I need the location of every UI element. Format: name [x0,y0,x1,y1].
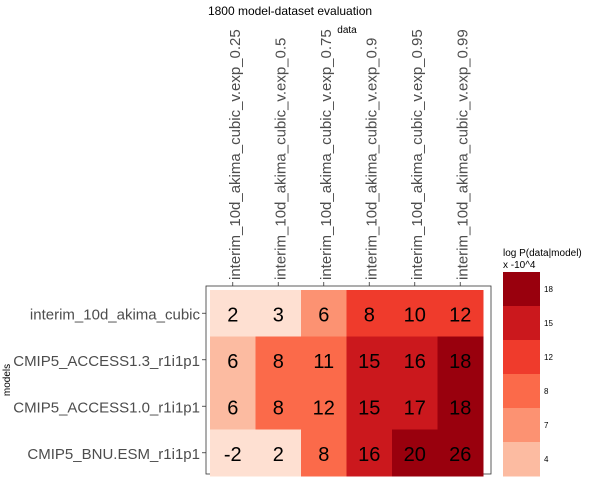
cell-value-label: 11 [313,351,334,373]
cell-value-label: 8 [364,304,375,326]
x-tick-label: interim_10d_akima_cubic_v.exp_0.75 [318,29,335,280]
heatmap-cell [255,336,302,384]
cell-value-label: -2 [224,444,242,466]
legend: log P(data|model) x -10^4 18 15 12 8 7 4 [503,248,582,477]
legend-bin-label: 4 [544,455,549,464]
x-tick-label: interim_10d_akima_cubic_v.exp_0.99 [454,29,471,280]
heatmap-cell [301,336,347,384]
legend-title-line-1: log P(data|model) [503,248,582,259]
heatmap-cell [255,290,302,337]
cell-value-label: 18 [449,351,471,373]
cell-value-label: 2 [227,304,238,326]
cell-value-label: 6 [318,304,329,326]
y-axis-title: models [2,364,13,396]
legend-bin-label: 15 [544,319,553,328]
cell-value-label: 12 [313,397,335,419]
legend-bin-label: 8 [544,387,549,396]
cell-value-label: 12 [449,304,471,326]
heatmap-cell [437,290,484,337]
cell-value-label: 3 [273,304,284,326]
heatmap-cell [437,383,484,430]
heatmap-cell [255,383,302,430]
heatmap-cell [301,383,347,430]
cell-value-label: 15 [358,351,380,373]
plot-area: 2 3 6 8 10 12 6 8 11 15 16 18 6 8 12 15 17 18 -2 2 8 16 20 26 in… [13,29,492,477]
legend-bin-label: 12 [544,353,553,362]
legend-bin-label: 18 [544,285,553,294]
x-tick-label: interim_10d_akima_cubic_v.exp_0.25 [227,29,244,280]
y-tick-label: interim_10d_akima_cubic [30,306,201,323]
cell-value-label: 15 [358,397,380,419]
cell-value-label: 18 [449,397,471,419]
heatmap-cell [392,383,438,430]
legend-title-line-2: x -10^4 [503,260,536,271]
heatmap-cell [210,429,256,477]
x-tick-label: interim_10d_akima_cubic_v.exp_0.5 [272,38,289,280]
cell-value-label: 6 [227,397,238,419]
legend-color-bin [503,442,540,477]
heatmap-cell [437,336,484,384]
heatmap-cell [392,290,438,337]
x-tick-label: interim_10d_akima_cubic_v.exp_0.9 [363,38,380,280]
cell-value-label: 16 [404,351,426,373]
legend-color-bin [503,272,540,307]
cell-value-label: 26 [449,444,471,466]
cell-value-label: 20 [404,444,426,466]
y-tick-label: CMIP5_BNU.ESM_r1i1p1 [27,446,200,463]
x-tick-label: interim_10d_akima_cubic_v.exp_0.95 [409,29,426,280]
cell-value-label: 6 [227,351,238,373]
legend-bin-label: 7 [544,421,549,430]
cell-value-label: 16 [358,444,380,466]
heatmap-cell [392,429,438,477]
y-tick-label: CMIP5_ACCESS1.3_r1i1p1 [13,353,200,370]
heatmap-cell [392,336,438,384]
cell-value-label: 8 [318,444,329,466]
heatmap-cell [210,383,256,430]
legend-color-bin [503,408,540,443]
legend-color-bin [503,374,540,409]
heatmap-cell [210,290,256,337]
x-axis-title: data [337,25,357,36]
cell-value-label: 2 [273,444,284,466]
heatmap-cell [301,429,347,477]
legend-color-bin [503,340,540,375]
y-tick-label: CMIP5_ACCESS1.0_r1i1p1 [13,399,200,416]
heatmap-cell [301,290,347,337]
heatmap-cell [255,429,302,477]
heatmap-cell [346,290,393,337]
heatmap-cell [346,383,393,430]
heatmap-cell [210,336,256,384]
cell-value-label: 8 [273,351,284,373]
chart-title: 1800 model-dataset evaluation [208,4,372,18]
cell-value-label: 17 [404,397,426,419]
legend-color-bin [503,306,540,341]
cell-value-label: 8 [273,397,284,419]
cell-value-label: 10 [404,304,426,326]
heatmap-cell [346,336,393,384]
heatmap-cell [346,429,393,477]
heatmap-cell [437,429,484,477]
